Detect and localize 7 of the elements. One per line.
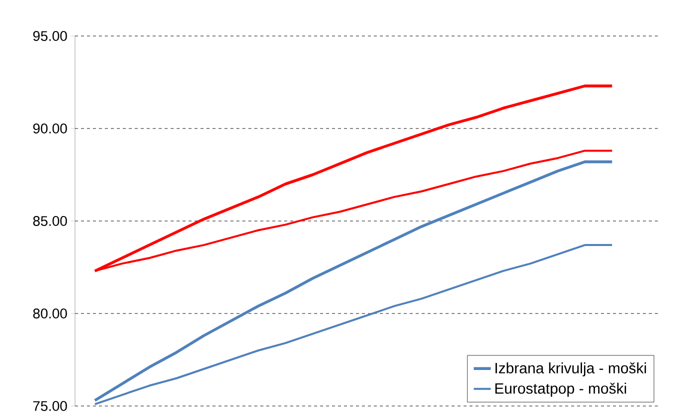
- y-tick-label: 80.00: [33, 308, 67, 318]
- y-tick-label: 85.00: [33, 216, 67, 226]
- y-tick-label: 90.00: [33, 124, 67, 134]
- legend-label: Eurostatpop - moški: [495, 382, 626, 397]
- legend-label: Izbrana krivulja - moški: [496, 362, 646, 376]
- y-tick-label: 75.00: [33, 401, 67, 411]
- y-tick-label: 95.00: [33, 31, 67, 41]
